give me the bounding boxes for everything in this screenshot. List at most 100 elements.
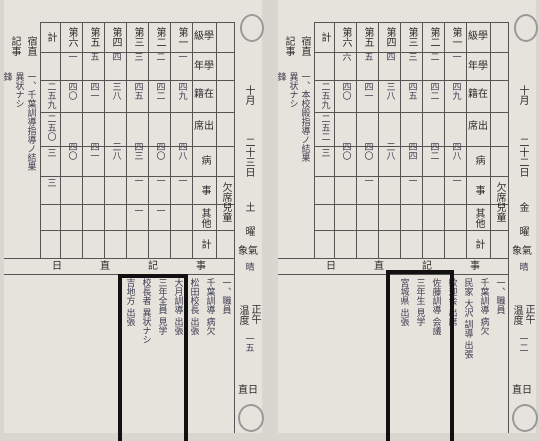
count: 四二 xyxy=(428,142,439,160)
rule xyxy=(508,22,509,433)
duty-note: 異状ナシ xyxy=(287,72,298,108)
grade-header: 第四 xyxy=(110,27,121,47)
count: 四二 xyxy=(154,82,165,100)
rule xyxy=(314,230,508,231)
rule xyxy=(278,258,508,259)
absence-label: 病 xyxy=(199,155,210,165)
count xyxy=(424,206,442,240)
log-entry: 民家 大沢 訓導 出張 xyxy=(462,278,473,359)
rule xyxy=(314,176,508,177)
stamp xyxy=(512,404,538,432)
rule xyxy=(40,230,234,231)
total-count: 三 xyxy=(319,148,330,157)
count: 五 xyxy=(362,52,373,61)
count: 一 xyxy=(176,176,187,185)
rule xyxy=(314,80,508,81)
absence-label: 其他 xyxy=(199,208,210,228)
row-label: 年學 xyxy=(194,61,214,72)
log-entry: 校長者 異状ナシ xyxy=(140,278,151,344)
log-entry: 松田校長 出張 xyxy=(188,278,199,335)
duty-heading: 記事 xyxy=(283,36,294,56)
count: 四 xyxy=(110,52,121,61)
grade-header: 第六 xyxy=(340,27,351,47)
rule xyxy=(4,258,234,259)
rule xyxy=(378,22,379,258)
weekday-suffix: 曜 xyxy=(243,226,254,236)
count xyxy=(62,206,80,240)
log-heading: 事 xyxy=(470,261,480,272)
row-label: 級學 xyxy=(194,31,214,42)
temperature-label: 温度 xyxy=(237,305,248,325)
count: 四〇 xyxy=(66,82,77,100)
temperature-label: 温度 xyxy=(511,305,522,325)
duty-heading: 記事 xyxy=(9,36,20,56)
total-count: 三 xyxy=(45,178,56,187)
log-entry: 三年生 見学 xyxy=(414,278,425,326)
total-label: 計 xyxy=(45,32,56,42)
highlight-box xyxy=(386,270,454,441)
count: 三八 xyxy=(384,82,395,100)
rule xyxy=(104,22,105,258)
rule xyxy=(278,274,508,275)
noon-label: 正午 xyxy=(249,304,260,324)
count xyxy=(84,176,102,210)
count: 四〇 xyxy=(340,142,351,160)
count: 四一 xyxy=(88,142,99,160)
rule xyxy=(126,22,127,258)
log-entry: 大月訓導 出張 xyxy=(172,278,183,335)
total-count: 二五二 xyxy=(319,114,330,141)
temperature: 一二 xyxy=(517,334,528,352)
count: 四〇 xyxy=(362,142,373,160)
absent-children-label: 欠席兒童 xyxy=(494,182,505,222)
count: 四四 xyxy=(406,142,417,160)
count: 四三 xyxy=(132,142,143,160)
count xyxy=(358,206,376,240)
count: 四一 xyxy=(362,82,373,100)
grade-header: 第一 xyxy=(450,27,461,47)
rule xyxy=(314,204,508,205)
count: 四九 xyxy=(450,82,461,100)
log-heading: 記 xyxy=(148,261,158,272)
temperature: 一五 xyxy=(243,334,254,352)
rule xyxy=(40,112,234,113)
total-count xyxy=(316,178,332,206)
duty-note: 一、本校殿指導ノ結果 xyxy=(299,72,310,162)
rule xyxy=(314,22,508,23)
count: 四九 xyxy=(176,82,187,100)
count: 四〇 xyxy=(154,142,165,160)
rule xyxy=(314,146,508,147)
rule xyxy=(192,22,193,258)
rule xyxy=(466,22,467,258)
count: 一 xyxy=(154,176,165,185)
weather: 晴 xyxy=(243,262,254,271)
rule xyxy=(356,22,357,258)
row-label: 籍在 xyxy=(194,89,214,100)
grade-header: 第三 xyxy=(406,27,417,47)
rule xyxy=(40,52,234,53)
count: 四八 xyxy=(176,142,187,160)
count: 三 xyxy=(406,52,417,61)
count xyxy=(106,176,124,210)
count: 三八 xyxy=(110,82,121,100)
rule xyxy=(334,22,335,258)
rule xyxy=(40,176,234,177)
row-label: 席出 xyxy=(468,121,488,132)
noon-label: 正午 xyxy=(523,304,534,324)
stamp xyxy=(514,14,538,42)
count: 四五 xyxy=(406,82,417,100)
month: 十月 xyxy=(517,85,528,105)
rule xyxy=(40,22,41,258)
grade-header: 第三 xyxy=(132,27,143,47)
rule xyxy=(60,22,61,258)
count: 四五 xyxy=(132,82,143,100)
absent-children-label: 欠席兒童 xyxy=(220,182,231,222)
count: 一 xyxy=(362,176,373,185)
count: 一 xyxy=(176,52,187,61)
count xyxy=(172,206,190,240)
log-entry: 佐藤訓導 会議 xyxy=(430,278,441,335)
count: 四八 xyxy=(450,142,461,160)
row-label: 年學 xyxy=(468,61,488,72)
total-count: 二五〇 xyxy=(45,114,56,141)
count: 六 xyxy=(340,52,351,61)
